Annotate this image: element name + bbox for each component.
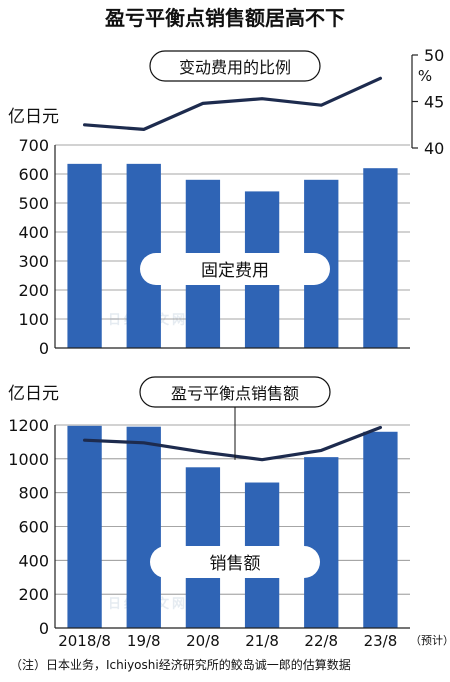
x-tick-label: 23/8: [364, 632, 398, 650]
chart1-unit-label: 亿日元: [8, 107, 59, 127]
chart1-line-label: 变动费用的比例: [179, 58, 291, 77]
chart1-overlay-line: [82, 76, 382, 131]
chart1-y-tick-label: 700: [18, 136, 49, 155]
chart2-y-tick-label: 600: [18, 518, 49, 537]
chart1-y-tick-label: 500: [18, 194, 49, 213]
chart1-bar: [363, 168, 398, 348]
chart1-series-label-box: [140, 253, 330, 285]
x-tick-label: 20/8: [186, 632, 220, 650]
chart1-line-label-box: [149, 50, 321, 82]
page-title: 盈亏平衡点销售额居高不下: [104, 6, 345, 30]
chart2-series-label: 销售额: [210, 554, 261, 574]
chart2-unit-label: 亿日元: [8, 384, 59, 404]
chart2-bar: [304, 457, 339, 628]
x-tick-label: 2018/8: [58, 632, 111, 650]
footnote: （注）日本业务，Ichiyoshi经济研究所的鲛岛诚一郎的估算数据: [10, 657, 351, 672]
chart2-line-label: 盈亏平衡点销售额: [171, 384, 299, 403]
chart2-series-label-box: [150, 546, 320, 578]
chart1-right-tick-label: 50: [424, 46, 444, 65]
chart2-bar: [67, 425, 102, 628]
chart2-bar: [363, 431, 398, 628]
chart1-y-tick-label: 200: [18, 281, 49, 300]
chart1-y-tick-label: 400: [18, 223, 49, 242]
chart2-overlay-line: [82, 425, 382, 462]
chart2-y-tick-label: 1000: [8, 450, 49, 469]
chart2-y-tick-label: 800: [18, 484, 49, 503]
chart1-right-axis-unit: %: [418, 67, 432, 85]
chart1-y-tick-label: 100: [18, 310, 49, 329]
x-tick-label: 22/8: [304, 632, 338, 650]
chart1-bar: [67, 163, 102, 348]
x-tick-label: 21/8: [245, 632, 279, 650]
x-tick-label: 19/8: [127, 632, 161, 650]
chart1-right-tick-label: 45: [424, 93, 444, 112]
chart1-right-tick-label: 40: [424, 139, 444, 158]
chart1-y-tick-label: 300: [18, 252, 49, 271]
chart1-y-tick-label: 600: [18, 165, 49, 184]
chart2-y-tick-label: 1200: [8, 416, 49, 435]
chart1-y-tick-label: 0: [39, 339, 49, 358]
chart2-y-tick-label: 400: [18, 551, 49, 570]
category-note: （预计）: [410, 634, 450, 647]
chart2-y-tick-label: 0: [39, 619, 49, 638]
chart1-series-label: 固定费用: [201, 261, 269, 281]
chart2-y-tick-label: 200: [18, 585, 49, 604]
chart2-bar: [126, 426, 161, 628]
